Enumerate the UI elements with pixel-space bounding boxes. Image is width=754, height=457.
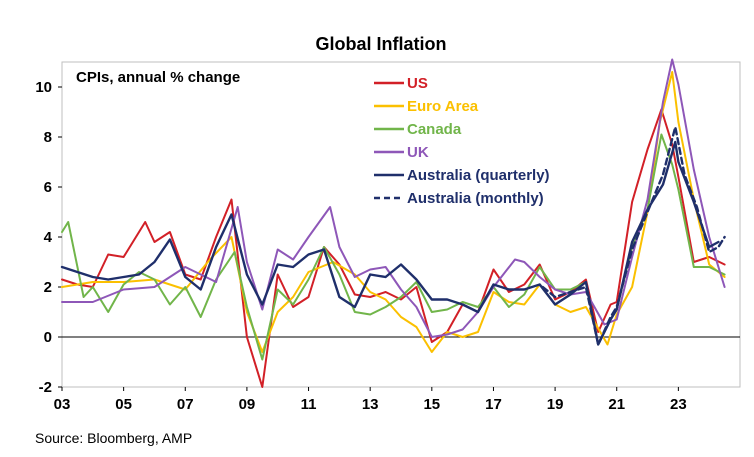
series-line-euro-area	[61, 71, 726, 353]
series-line-australia-monthly	[541, 125, 726, 346]
x-tick-label: 07	[177, 396, 194, 413]
y-tick-label: -2	[39, 379, 52, 396]
legend: US Euro Area Canada UK Australia (quarterly)…	[374, 75, 550, 207]
y-tick-label: 0	[44, 329, 52, 346]
legend-label: Australia (quarterly)	[407, 167, 550, 184]
legend-label: Australia (monthly)	[407, 190, 544, 207]
x-tick-label: 19	[547, 396, 564, 413]
x-tick-label: 17	[485, 396, 502, 413]
source-note: Source: Bloomberg, AMP	[35, 430, 193, 446]
x-tick-label: 15	[423, 396, 440, 413]
x-tick-label: 03	[54, 396, 71, 413]
legend-label: Euro Area	[407, 98, 479, 115]
series-layer	[60, 58, 726, 388]
series-line-australia-quarterly	[60, 140, 720, 346]
x-tick-label: 09	[239, 396, 256, 413]
legend-label: Canada	[407, 121, 462, 138]
y-tick-label: 2	[44, 279, 52, 296]
plot-frame	[61, 61, 741, 388]
global-inflation-chart: Global Inflation -2 0 2 4 6 8 10 03 05 07 09 11 13 15…	[35, 34, 741, 413]
y-tick-label: 6	[44, 179, 52, 196]
x-tick-label: 13	[362, 396, 379, 413]
y-tick-label: 4	[44, 229, 53, 246]
chart-title: Global Inflation	[316, 34, 447, 54]
axes: -2 0 2 4 6 8 10 03 05 07 09 11 13 15 17 19 21 23	[35, 79, 740, 413]
y-tick-label: 10	[35, 79, 52, 96]
series-line-us	[61, 108, 726, 388]
legend-label: US	[407, 75, 428, 92]
chart-note: CPIs, annual % change	[76, 69, 240, 86]
y-tick-label: 8	[44, 129, 52, 146]
x-tick-label: 05	[115, 396, 132, 413]
legend-label: UK	[407, 144, 429, 161]
x-tick-label: 21	[608, 396, 625, 413]
x-tick-label: 11	[301, 396, 317, 413]
x-tick-label: 23	[670, 396, 687, 413]
